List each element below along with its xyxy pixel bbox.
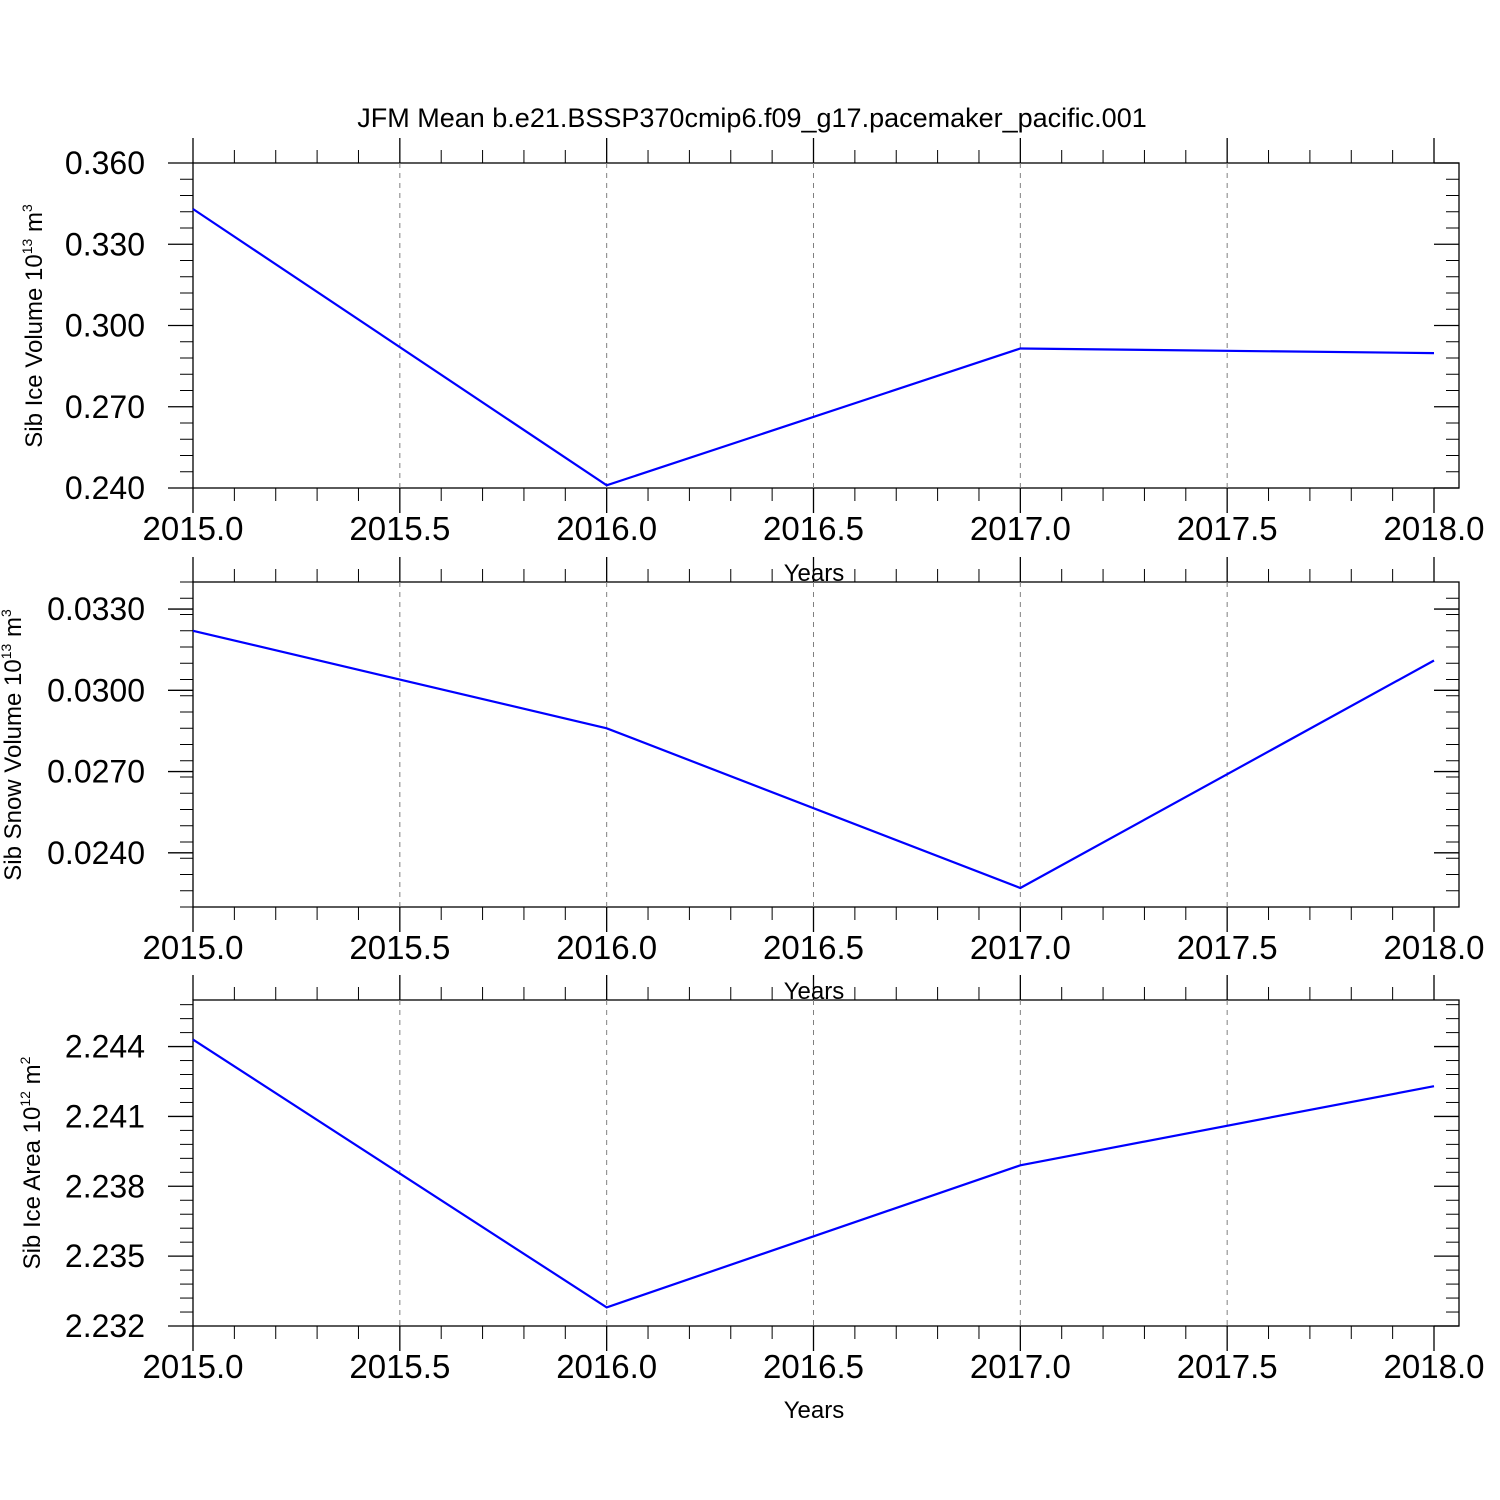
x-tick-label: 2016.5	[763, 510, 864, 547]
x-tick-label: 2017.5	[1177, 929, 1278, 966]
panel-ice-area: Sib Ice Area 1012 m2 Years 2015.0 2015.5 2…	[17, 975, 1484, 1424]
x-tick-label: 2016.0	[556, 1348, 657, 1385]
x-tick-label: 2017.0	[970, 929, 1071, 966]
x-tick-label: 2017.5	[1177, 1348, 1278, 1385]
plot-frame	[192, 581, 1460, 908]
plot-frame	[192, 999, 1460, 1327]
x-tick-label: 2018.0	[1384, 929, 1485, 966]
panel-snow-volume: Sib Snow Volume 1013 m3 Years 2015.02015…	[0, 557, 1484, 1005]
y-tick-label: 0.270	[65, 389, 145, 425]
series-line	[192, 629, 1435, 890]
y-tick-label: 0.0270	[47, 754, 145, 790]
x-tick-label: 2015.0	[143, 1348, 244, 1385]
x-tick-label: 2015.0	[143, 929, 244, 966]
x-tick-label: 2017.0	[970, 510, 1071, 547]
y-tick-label: 2.241	[65, 1098, 145, 1134]
x-tick-label: 2015.0	[143, 510, 244, 547]
y-axis-label: Sib Ice Area 1012 m2	[17, 1056, 46, 1269]
panel-ice-volume: Sib Ice Volume 1013 m3 Years 2015.0 2015.…	[19, 138, 1484, 587]
y-tick-label: 0.240	[65, 470, 145, 506]
y-tick-label: 0.0240	[47, 835, 145, 871]
x-tick-label: 2016.5	[763, 1348, 864, 1385]
x-tick-label: 2015.5	[349, 1348, 450, 1385]
x-tick-label: 2018.0	[1384, 510, 1485, 547]
series-line	[192, 1038, 1435, 1309]
plot-frame	[192, 162, 1460, 489]
y-tick-label: 2.244	[65, 1029, 145, 1065]
y-tick-label: 0.330	[65, 226, 145, 262]
x-tick-label: 2015.5	[349, 510, 450, 547]
series-line	[192, 208, 1435, 487]
x-tick-label: 2017.5	[1177, 510, 1278, 547]
x-tick-label: 2016.5	[763, 929, 864, 966]
x-tick-label: 2017.0	[970, 1348, 1071, 1385]
x-tick-label: 2015.5	[349, 929, 450, 966]
y-tick-label: 2.232	[65, 1308, 145, 1344]
y-tick-label: 0.0330	[47, 591, 145, 627]
y-tick-label: 0.360	[65, 145, 145, 181]
y-tick-label: 2.238	[65, 1168, 145, 1204]
figure-title: JFM Mean b.e21.BSSP370cmip6.f09_g17.pace…	[357, 103, 1146, 133]
y-tick-label: 0.300	[65, 308, 145, 344]
y-tick-label: 0.0300	[47, 672, 145, 708]
x-axis-label: Years	[784, 1397, 845, 1424]
y-axis-label: Sib Snow Volume 1013 m3	[0, 609, 27, 881]
x-tick-label: 2018.0	[1384, 1348, 1485, 1385]
x-tick-label: 2016.0	[556, 510, 657, 547]
y-axis-label: Sib Ice Volume 1013 m3	[19, 204, 48, 448]
x-tick-label: 2016.0	[556, 929, 657, 966]
y-tick-label: 2.235	[65, 1238, 145, 1274]
